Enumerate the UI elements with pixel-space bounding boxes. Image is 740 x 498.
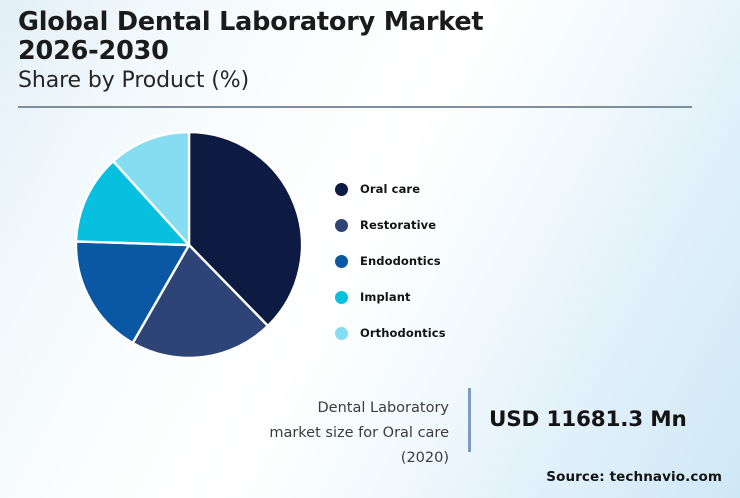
- header: Global Dental Laboratory Market 2026-203…: [18, 8, 718, 94]
- pie-chart: [75, 131, 303, 359]
- legend-item: Oral care: [335, 171, 446, 207]
- legend-color-swatch-icon: [335, 182, 348, 196]
- chart-legend: Oral care Restorative Endodontics Implant Or…: [335, 171, 446, 351]
- source-label: Source: technavio.com: [546, 469, 722, 485]
- callout-value: USD 11681.3 Mn: [489, 407, 687, 432]
- callout-caption: Dental Laboratory market size for Oral c…: [236, 396, 449, 471]
- legend-item-label: Oral care: [360, 182, 421, 196]
- pie-slice: [112, 131, 191, 247]
- page-subtitle: Share by Product (%): [18, 67, 250, 93]
- legend-item-label: Implant: [360, 290, 411, 304]
- callout-caption-line-1: Dental Laboratory: [317, 400, 449, 416]
- pie-chart-svg: [75, 131, 303, 359]
- legend-item: Endodontics: [335, 243, 446, 279]
- legend-item: Orthodontics: [335, 315, 446, 351]
- legend-item-label: Orthodontics: [360, 326, 446, 340]
- legend-item: Implant: [335, 279, 446, 315]
- pie-slice: [187, 131, 303, 328]
- callout-caption-line-2: market size for Oral care (2020): [269, 424, 449, 466]
- page-title: Global Dental Laboratory Market 2026-203…: [18, 7, 484, 66]
- callout-divider: [468, 388, 471, 452]
- legend-color-swatch-icon: [335, 254, 348, 268]
- legend-color-swatch-icon: [335, 326, 348, 340]
- header-divider: [18, 106, 692, 108]
- legend-item-label: Restorative: [360, 218, 437, 232]
- pie-slice: [131, 243, 270, 359]
- legend-color-swatch-icon: [335, 218, 348, 232]
- pie-slice: [75, 240, 191, 345]
- market-size-callout: Dental Laboratory market size for Oral c…: [236, 388, 696, 466]
- legend-item-label: Endodontics: [360, 254, 441, 268]
- pie-slice: [75, 159, 191, 247]
- legend-item: Restorative: [335, 207, 446, 243]
- legend-color-swatch-icon: [335, 290, 348, 304]
